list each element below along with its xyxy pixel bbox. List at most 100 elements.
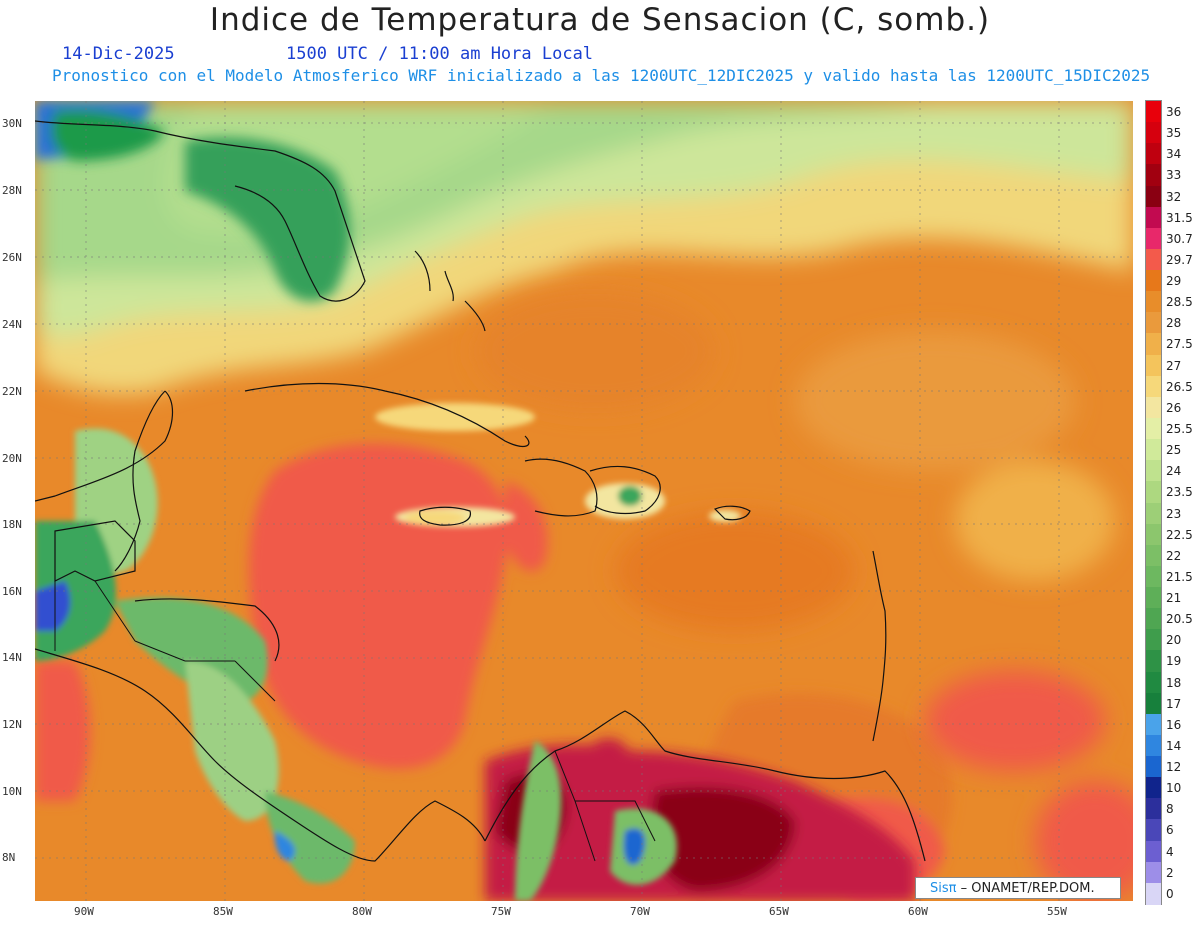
lat-label: 24N [2, 318, 22, 331]
legend-swatch [1146, 650, 1161, 673]
legend-swatch [1146, 481, 1161, 504]
legend-swatch [1146, 206, 1161, 229]
credit-box: Sisπ – ONAMET/REP.DOM. [915, 877, 1121, 899]
legend-swatch [1146, 798, 1161, 821]
legend-swatch [1146, 692, 1161, 715]
legend-label: 36 [1166, 105, 1182, 119]
legend-label: 16 [1166, 717, 1182, 732]
legend-swatch [1146, 270, 1161, 293]
legend-swatch [1146, 819, 1161, 842]
lat-label: 18N [2, 518, 22, 531]
lat-label: 8N [2, 851, 16, 864]
legend-label: 26 [1166, 400, 1182, 415]
lon-label: 60W [908, 905, 928, 918]
legend-swatch [1146, 122, 1161, 145]
legend-swatch [1146, 502, 1161, 525]
onamet-credit: – ONAMET/REP.DOM. [956, 881, 1095, 896]
legend-swatch [1146, 417, 1161, 440]
legend-label: 29.7 [1166, 252, 1193, 267]
legend-label: 17 [1166, 696, 1182, 711]
coastlines [35, 120, 926, 862]
legend-label: 30.7 [1166, 231, 1193, 246]
lon-label: 85W [213, 905, 233, 918]
lat-label: 26N [2, 251, 22, 264]
legend-swatch [1146, 312, 1161, 335]
legend-swatch [1146, 861, 1161, 884]
legend-label: 21.5 [1166, 569, 1193, 584]
legend-swatch [1146, 248, 1161, 271]
legend-swatch [1146, 523, 1161, 546]
legend-label: 4 [1166, 844, 1174, 859]
legend-label: 8 [1166, 802, 1174, 817]
legend-label: 2 [1166, 865, 1174, 880]
lon-label: 90W [74, 905, 94, 918]
legend-label: 24 [1166, 464, 1182, 479]
legend-label: 32 [1166, 189, 1182, 204]
legend-label: 28.5 [1166, 295, 1193, 310]
legend-swatch [1146, 185, 1161, 208]
legend-swatch [1146, 629, 1161, 652]
legend-label: 25 [1166, 443, 1182, 458]
lon-label: 80W [352, 905, 372, 918]
lat-label: 12N [2, 718, 22, 731]
lat-label: 30N [2, 117, 22, 130]
borders [54, 531, 656, 862]
legend-label: 18 [1166, 675, 1182, 690]
lat-label: 10N [2, 785, 22, 798]
legend-swatch [1146, 396, 1161, 419]
forecast-date: 14-Dic-2025 [62, 44, 175, 64]
legend-label: 0 [1166, 886, 1174, 901]
lat-label: 20N [2, 452, 22, 465]
legend-swatch [1146, 544, 1161, 567]
legend-label: 10 [1166, 781, 1182, 796]
legend-swatch [1146, 375, 1161, 398]
legend-swatch [1146, 354, 1161, 377]
legend-label: 35 [1166, 126, 1182, 141]
legend-label: 31.5 [1166, 210, 1193, 225]
forecast-subtitle: Pronostico con el Modelo Atmosferico WRF… [52, 66, 1151, 85]
legend-swatch [1146, 587, 1161, 610]
legend-swatch [1146, 882, 1161, 905]
legend-swatch [1146, 101, 1161, 123]
heat-index-map [35, 101, 1133, 901]
legend-swatch [1146, 227, 1161, 250]
legend-label: 28 [1166, 316, 1182, 331]
lon-label: 55W [1047, 905, 1067, 918]
legend-label: 29 [1166, 274, 1182, 289]
legend-label: 20 [1166, 633, 1182, 648]
legend-label: 14 [1166, 738, 1182, 753]
sispi-logo: Sisπ [930, 881, 957, 896]
florida-green [35, 101, 350, 302]
legend-swatch [1146, 608, 1161, 631]
lat-label: 22N [2, 385, 22, 398]
legend-label: 12 [1166, 760, 1182, 775]
legend-label: 22 [1166, 548, 1182, 563]
forecast-time: 1500 UTC / 11:00 am Hora Local [286, 44, 594, 64]
legend-swatch [1146, 439, 1161, 462]
legend-swatch [1146, 777, 1161, 800]
legend-label: 22.5 [1166, 527, 1193, 542]
legend-label: 27 [1166, 358, 1182, 373]
legend-label: 6 [1166, 823, 1174, 838]
lat-label: 14N [2, 651, 22, 664]
legend-swatch [1146, 713, 1161, 736]
legend-swatch [1146, 460, 1161, 483]
legend-swatch [1146, 164, 1161, 187]
legend-swatch [1146, 671, 1161, 694]
legend-label: 19 [1166, 654, 1182, 669]
legend-swatch [1146, 840, 1161, 863]
legend-swatch [1146, 756, 1161, 779]
legend-swatch [1146, 291, 1161, 314]
legend-label: 26.5 [1166, 379, 1193, 394]
legend-label: 20.5 [1166, 612, 1193, 627]
legend-label: 33 [1166, 168, 1182, 183]
legend-label: 23.5 [1166, 485, 1193, 500]
island-highlights [375, 403, 741, 527]
legend-label: 23 [1166, 506, 1182, 521]
map-canvas [35, 101, 1133, 901]
legend-label: 21 [1166, 591, 1182, 606]
lon-label: 70W [630, 905, 650, 918]
lon-label: 65W [769, 905, 789, 918]
legend-label: 34 [1166, 147, 1182, 162]
legend-swatch [1146, 734, 1161, 757]
